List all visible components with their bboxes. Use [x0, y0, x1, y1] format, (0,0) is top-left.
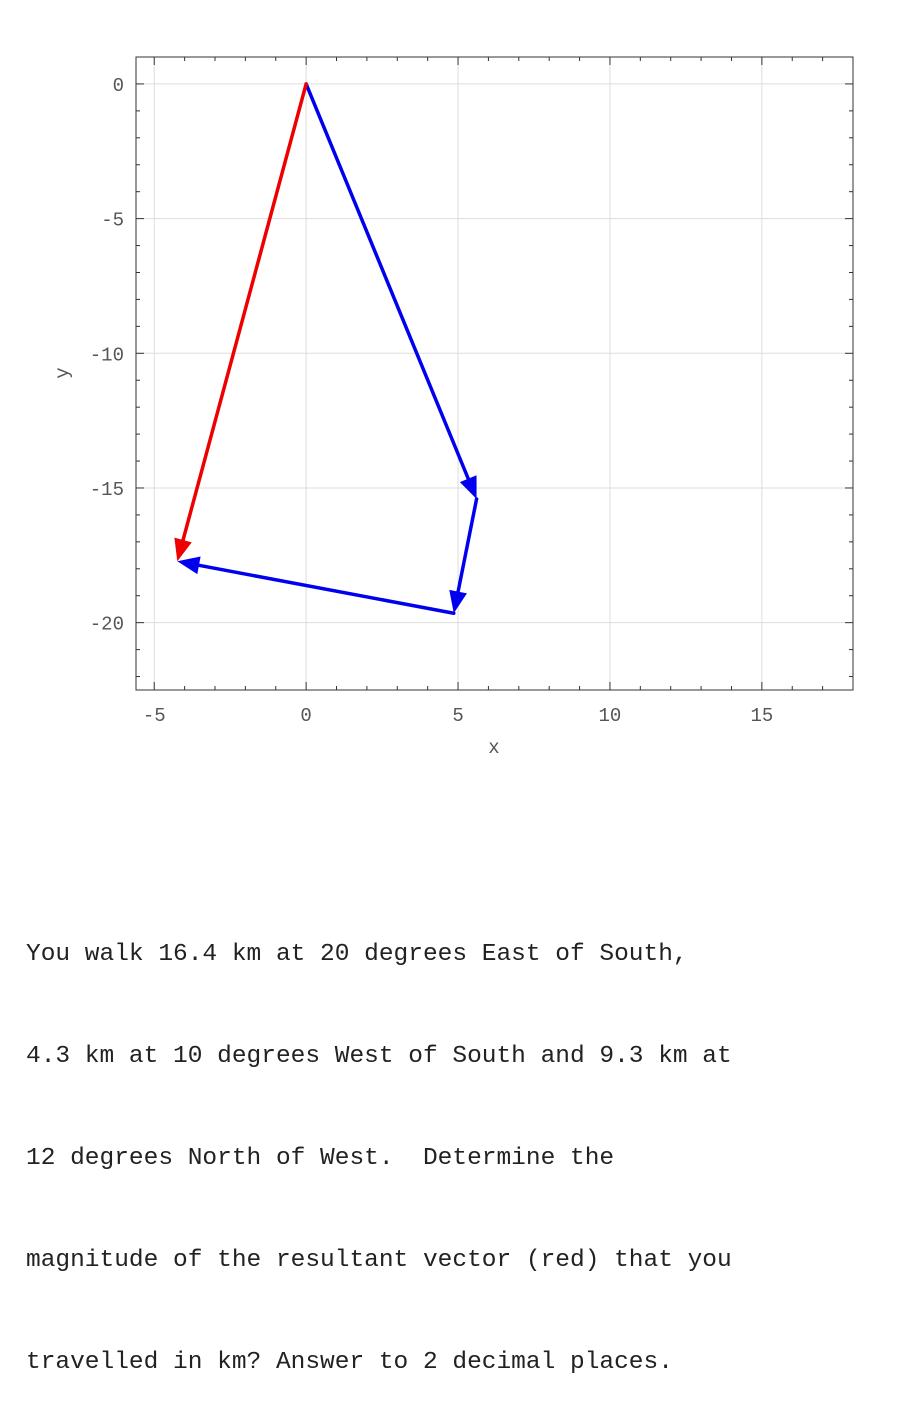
- plot-background: [136, 57, 853, 690]
- question-line: 12 degrees North of West. Determine the: [26, 1145, 615, 1172]
- vector-shaft-leg1: [304, 82, 472, 485]
- question-line: magnitude of the resultant vector (red) …: [26, 1247, 732, 1274]
- vector-arrowhead-leg2: [449, 589, 467, 614]
- x-tick-label: 10: [599, 705, 622, 727]
- vector-leg3: [177, 556, 456, 615]
- question-line: You walk 16.4 km at 20 degrees East of S…: [26, 941, 688, 968]
- vector-shaft-leg3: [193, 562, 456, 615]
- vector-arrowhead-resultant: [174, 537, 192, 562]
- vector-leg1: [304, 82, 477, 500]
- x-tick-label: 0: [300, 705, 311, 727]
- vector-shaft-resultant: [180, 82, 308, 546]
- y-tick-label: -10: [90, 344, 124, 366]
- question-line: travelled in km? Answer to 2 decimal pla…: [26, 1349, 673, 1376]
- x-tick-label: 5: [452, 705, 463, 727]
- vector-resultant: [174, 82, 308, 562]
- vector-shaft-leg2: [455, 497, 479, 598]
- y-tick-label: 0: [113, 75, 124, 97]
- plot-grid: [136, 57, 853, 690]
- minor-ticks: [136, 56, 854, 690]
- y-axis-label: y: [52, 367, 74, 378]
- vector-arrowhead-leg3: [177, 556, 201, 575]
- major-ticks: [136, 57, 853, 690]
- vector-plot: -5 0 5 10 15 0 -5 -10 -15 -20 x y: [52, 56, 854, 759]
- question-text: You walk 16.4 km at 20 degrees East of S…: [26, 870, 886, 1414]
- question-line: 4.3 km at 10 degrees West of South and 9…: [26, 1043, 732, 1070]
- y-tick-label: -20: [90, 614, 124, 636]
- vector-arrowhead-leg1: [459, 475, 477, 500]
- vectors: [174, 82, 479, 615]
- plot-frame: [135, 56, 854, 691]
- x-tick-label: -5: [143, 705, 166, 727]
- vector-leg2: [449, 497, 479, 614]
- x-axis-label: x: [488, 737, 499, 759]
- y-tick-label: -15: [90, 479, 124, 501]
- x-tick-label: 15: [750, 705, 773, 727]
- y-tick-label: -5: [101, 210, 124, 232]
- x-tick-labels: -5 0 5 10 15: [143, 705, 773, 727]
- y-tick-labels: 0 -5 -10 -15 -20: [90, 75, 124, 636]
